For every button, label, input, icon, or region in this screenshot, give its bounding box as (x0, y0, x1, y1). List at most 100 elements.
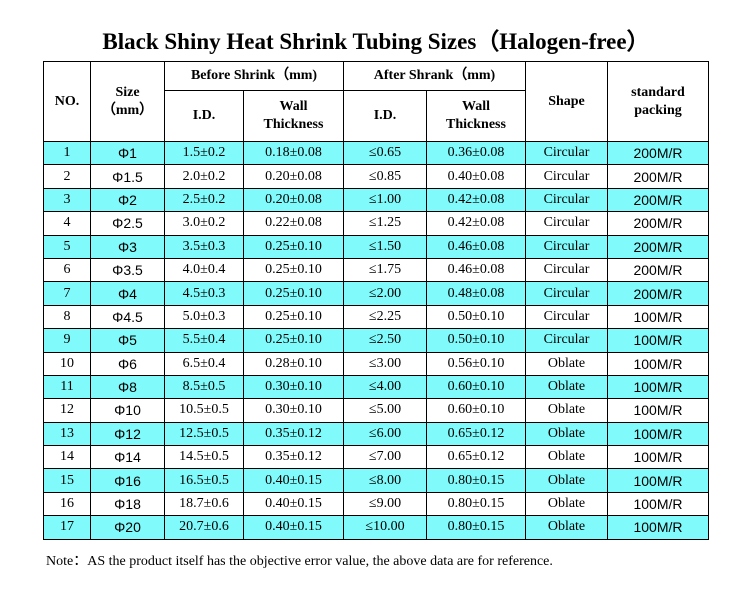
table-cell: 100M/R (607, 304, 709, 330)
table-cell: 14.5±0.5 (164, 445, 244, 470)
size-table: NO. Size （mm） Before Shrink（mm) After Shr… (43, 61, 709, 540)
table-cell: 100M/R (607, 445, 709, 470)
table-cell: 0.50±0.10 (426, 304, 526, 330)
table-cell: Φ2 (90, 187, 165, 213)
table-cell: 0.80±0.15 (426, 515, 526, 540)
table-cell: 100M/R (607, 421, 709, 447)
header-cell: I.D. (343, 90, 427, 142)
table-cell: 200M/R (607, 187, 709, 213)
table-row: 7 Φ4 4.5±0.3 0.25±0.10 ≤2.00 0.48±0.08 Circula… (43, 281, 709, 306)
table-cell: 2 (43, 164, 91, 189)
header-cell: Shape (525, 61, 608, 142)
table-cell: 200M/R (607, 164, 709, 189)
header-cell: Wall Thickness (243, 90, 344, 142)
table-row: 15 Φ16 16.5±0.5 0.40±0.15 ≤8.00 0.80±0.15 Obla… (43, 468, 709, 493)
table-cell: Φ6 (90, 351, 165, 376)
header-line: Wall (461, 99, 490, 114)
table-cell: 3 (43, 187, 91, 213)
header-cell: Wall Thickness (426, 90, 526, 142)
table-cell: 5.0±0.3 (164, 304, 244, 330)
table-cell: 0.18±0.08 (243, 140, 344, 166)
title: Black Shiny Heat Shrink Tubing Sizes（Hal… (102, 29, 650, 54)
table-cell: 0.20±0.08 (243, 187, 344, 213)
table-cell: 0.28±0.10 (243, 351, 344, 376)
header-cell: standard packing (607, 61, 709, 142)
table-row: 2 Φ1.5 2.0±0.2 0.20±0.08 ≤0.85 0.40±0.08 Circu… (43, 164, 709, 189)
table-cell: 0.80±0.15 (426, 491, 526, 517)
table-cell: 100M/R (607, 351, 709, 376)
header-line: standard (631, 84, 685, 100)
table-cell: 13 (43, 421, 91, 447)
table-row: 8 Φ4.5 5.0±0.3 0.25±0.10 ≤2.25 0.50±0.10 Circu… (43, 304, 709, 330)
table-cell: Oblate (525, 351, 608, 376)
table-cell: 0.60±0.10 (426, 374, 526, 400)
table-row: 12 Φ10 10.5±0.5 0.30±0.10 ≤5.00 0.60±0.10 Obla… (43, 398, 709, 423)
table-row: 5 Φ3 3.5±0.3 0.25±0.10 ≤1.50 0.46±0.08 Circula… (43, 234, 709, 259)
table-cell: Φ20 (90, 515, 165, 540)
table-cell: 0.36±0.08 (426, 140, 526, 166)
table-cell: Circular (525, 304, 608, 330)
table-cell: 0.40±0.15 (243, 491, 344, 517)
table-cell: Circular (525, 281, 608, 306)
header-line: Thickness (263, 117, 324, 132)
table-row: 1 Φ1 1.5±0.2 0.18±0.08 ≤0.65 0.36±0.08 Circula… (43, 140, 709, 166)
header-line: Thickness (446, 117, 506, 132)
table-cell: 200M/R (607, 140, 709, 166)
table-cell: ≤1.25 (343, 211, 427, 236)
table-cell: Φ2.5 (90, 211, 165, 236)
table-cell: 0.20±0.08 (243, 164, 344, 189)
table-cell: 0.40±0.15 (243, 515, 344, 540)
table-cell: ≤8.00 (343, 468, 427, 493)
table-cell: 16.5±0.5 (164, 468, 244, 493)
table-cell: 0.25±0.10 (243, 328, 344, 353)
table-cell: 0.25±0.10 (243, 281, 344, 306)
header-line: Size (115, 84, 140, 100)
table-cell: 0.40±0.15 (243, 468, 344, 493)
header-line: Wall (279, 99, 308, 114)
table-cell: 0.40±0.08 (426, 164, 526, 189)
table-cell: Oblate (525, 398, 608, 423)
table-cell: 2.0±0.2 (164, 164, 244, 189)
table-cell: Circular (525, 164, 608, 189)
table-cell: 0.42±0.08 (426, 211, 526, 236)
table-cell: Φ10 (90, 398, 165, 423)
table-cell: Circular (525, 211, 608, 236)
table-cell: 0.25±0.10 (243, 304, 344, 330)
table-cell: 100M/R (607, 374, 709, 400)
table-cell: Φ16 (90, 468, 165, 493)
table-cell: 100M/R (607, 491, 709, 517)
table-row: 11 Φ8 8.5±0.5 0.30±0.10 ≤4.00 0.60±0.10 Oblate… (43, 374, 709, 400)
table-cell: 0.30±0.10 (243, 374, 344, 400)
table-cell: Oblate (525, 491, 608, 517)
table-cell: 4.5±0.3 (164, 281, 244, 306)
table-cell: ≤4.00 (343, 374, 427, 400)
table-cell: Φ5 (90, 328, 165, 353)
header-line: （mm） (101, 102, 154, 118)
table-cell: Oblate (525, 468, 608, 493)
table-cell: 200M/R (607, 281, 709, 306)
table-cell: Circular (525, 140, 608, 166)
table-cell: 0.65±0.12 (426, 445, 526, 470)
table-cell: ≤1.00 (343, 187, 427, 213)
table-cell: Oblate (525, 515, 608, 540)
table-cell: Φ3.5 (90, 257, 165, 283)
table-cell: 0.80±0.15 (426, 468, 526, 493)
table-cell: 10 (43, 351, 91, 376)
table-cell: 3.0±0.2 (164, 211, 244, 236)
table-cell: 0.25±0.10 (243, 234, 344, 259)
table-cell: Φ1 (90, 140, 165, 166)
header-cell: I.D. (164, 90, 244, 142)
table-cell: 14 (43, 445, 91, 470)
table-cell: Φ18 (90, 491, 165, 517)
table-cell: 200M/R (607, 257, 709, 283)
table-cell: 0.60±0.10 (426, 398, 526, 423)
note: Note：AS the product itself has the objec… (46, 554, 553, 569)
table-cell: Φ4 (90, 281, 165, 306)
header-cell: NO. (43, 61, 91, 142)
table-cell: ≤7.00 (343, 445, 427, 470)
table-row: 17 Φ20 20.7±0.6 0.40±0.15 ≤10.00 0.80±0.15 Obl… (43, 515, 709, 540)
table-cell: ≤0.65 (343, 140, 427, 166)
table-cell: ≤1.75 (343, 257, 427, 283)
table-cell: 8 (43, 304, 91, 330)
